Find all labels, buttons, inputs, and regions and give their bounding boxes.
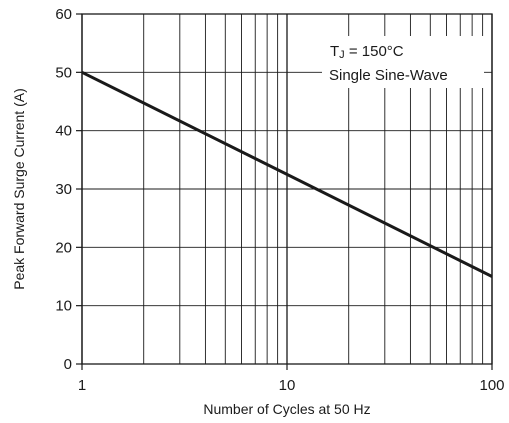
x-tick-label: 100	[479, 377, 504, 394]
y-tick-label: 0	[64, 356, 72, 373]
y-axis-title: Peak Forward Surge Current (A)	[11, 88, 27, 290]
series-line	[81, 70, 493, 278]
annotation: TJ = 150°C Single Sine-Wave	[322, 36, 484, 88]
series-layer	[81, 70, 493, 278]
y-tick-label: 60	[55, 6, 72, 23]
annotation-background	[322, 36, 484, 88]
annotation-temp-value: = 150°C	[345, 43, 404, 60]
x-axis-title: Number of Cycles at 50 Hz	[203, 401, 370, 417]
y-tick-label: 10	[55, 298, 72, 315]
x-tick-label: 1	[78, 377, 86, 394]
y-tick-label: 30	[55, 181, 72, 198]
tick-labels: 0 10 20 30 40 50 60 1 10 100	[55, 6, 504, 394]
annotation-subscript: J	[339, 49, 345, 61]
annotation-temperature: TJ = 150°C	[330, 43, 404, 61]
annotation-waveform: Single Sine-Wave	[329, 67, 448, 84]
y-tick-label: 50	[55, 64, 72, 81]
annotation-t: T	[330, 43, 339, 60]
y-tick-label: 20	[55, 239, 72, 256]
x-tick-label: 10	[279, 377, 296, 394]
y-tick-label: 40	[55, 123, 72, 140]
